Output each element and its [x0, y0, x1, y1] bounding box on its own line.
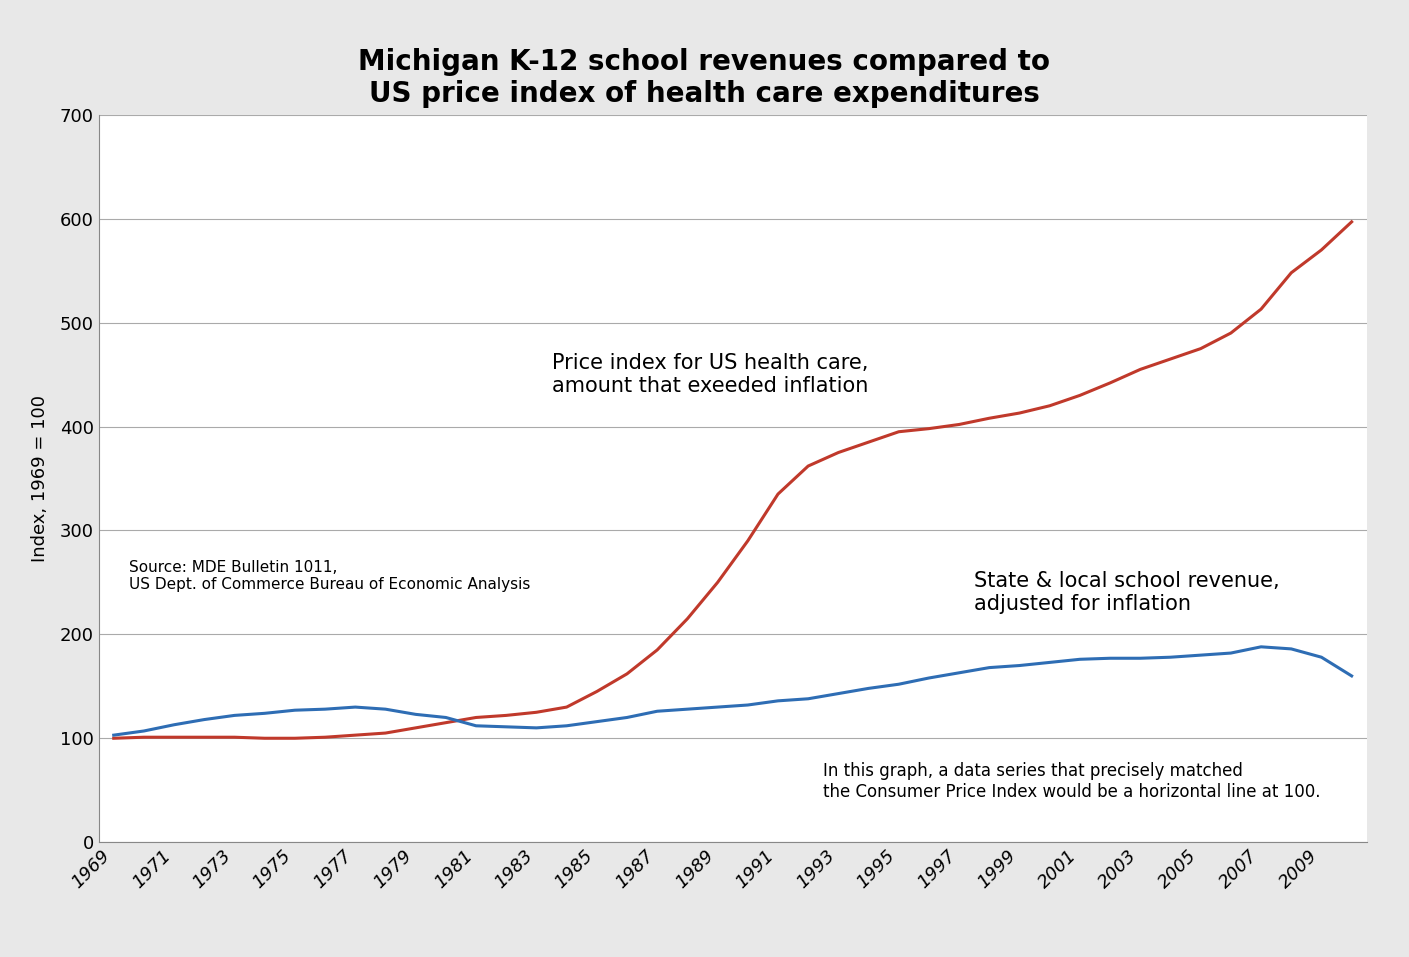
Text: Source: MDE Bulletin 1011,
US Dept. of Commerce Bureau of Economic Analysis: Source: MDE Bulletin 1011, US Dept. of C…: [128, 560, 530, 592]
Y-axis label: Index, 1969 = 100: Index, 1969 = 100: [31, 395, 49, 562]
Text: Michigan K-12 school revenues compared to
US price index of health care expendit: Michigan K-12 school revenues compared t…: [358, 48, 1051, 108]
Text: In this graph, a data series that precisely matched
the Consumer Price Index wou: In this graph, a data series that precis…: [823, 763, 1320, 801]
Text: State & local school revenue,
adjusted for inflation: State & local school revenue, adjusted f…: [974, 571, 1279, 614]
Text: Price index for US health care,
amount that exeeded inflation: Price index for US health care, amount t…: [551, 353, 868, 396]
